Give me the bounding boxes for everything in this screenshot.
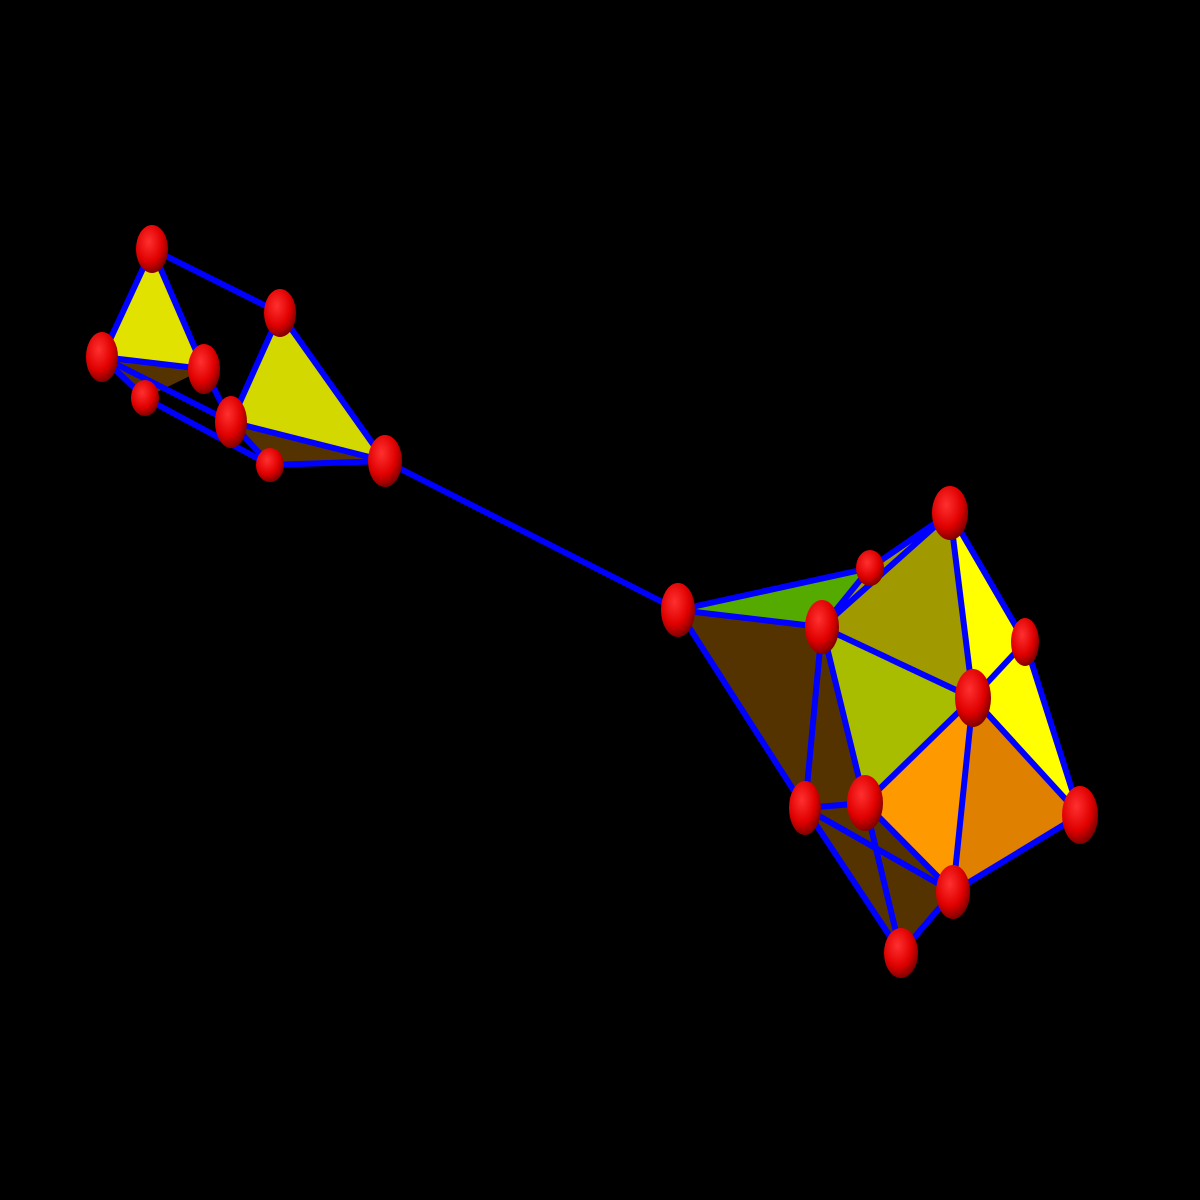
edge [277, 310, 388, 464]
node-sphere [368, 435, 402, 487]
node-sphere [955, 669, 991, 727]
node-sphere [215, 396, 247, 448]
edge [819, 624, 868, 806]
edge [950, 812, 1083, 895]
node-sphere [856, 550, 884, 586]
edge [950, 695, 976, 895]
edge [99, 354, 234, 425]
edge [970, 695, 1083, 818]
edges [99, 246, 1083, 956]
edge [947, 510, 1028, 645]
edge [819, 624, 976, 701]
edge [802, 624, 825, 811]
nodes [86, 225, 1098, 978]
node-sphere [1011, 618, 1039, 666]
node-sphere [789, 781, 821, 835]
edge [675, 565, 873, 613]
edge [675, 607, 808, 811]
node-sphere [932, 486, 968, 540]
face [102, 249, 204, 369]
node-sphere [86, 332, 118, 382]
face [953, 698, 1080, 892]
edge [1022, 639, 1083, 818]
edge [862, 695, 976, 806]
node-sphere [661, 583, 695, 637]
face [805, 803, 953, 953]
edge [675, 607, 825, 630]
node-sphere [884, 928, 918, 978]
edge [819, 510, 953, 630]
edge [802, 805, 904, 956]
node-sphere [936, 865, 970, 919]
node-sphere [131, 380, 159, 416]
face [865, 698, 973, 892]
edge [99, 354, 207, 372]
edge [947, 510, 976, 701]
face [822, 513, 973, 698]
edge [142, 395, 273, 468]
edge [149, 246, 283, 316]
node-sphere [847, 775, 883, 831]
node-sphere [805, 600, 839, 654]
node-sphere [188, 344, 220, 394]
face [678, 610, 822, 808]
node-sphere [256, 448, 284, 482]
face [973, 642, 1080, 815]
node-sphere [1062, 786, 1098, 844]
face [822, 627, 973, 803]
edge [382, 458, 681, 613]
node-sphere [264, 289, 296, 337]
edge [267, 458, 388, 468]
edge [228, 419, 388, 464]
node-sphere [136, 225, 168, 273]
face [231, 313, 385, 461]
